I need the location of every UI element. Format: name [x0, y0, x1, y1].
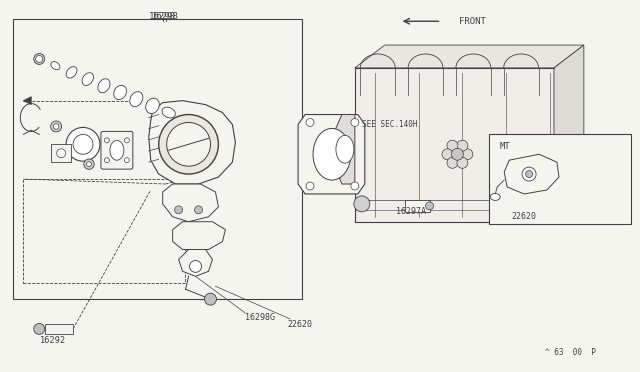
Circle shape — [205, 293, 216, 305]
Ellipse shape — [110, 140, 124, 160]
Circle shape — [104, 138, 109, 143]
Circle shape — [447, 157, 458, 168]
Circle shape — [86, 162, 92, 167]
Text: 16298: 16298 — [152, 12, 179, 21]
Ellipse shape — [66, 67, 77, 78]
Ellipse shape — [82, 73, 93, 86]
Polygon shape — [355, 200, 584, 222]
Circle shape — [351, 119, 359, 126]
Polygon shape — [179, 250, 212, 276]
Polygon shape — [298, 115, 365, 194]
Circle shape — [175, 206, 182, 214]
Circle shape — [457, 140, 468, 151]
Circle shape — [124, 138, 129, 143]
Bar — [45, 324, 73, 334]
Circle shape — [525, 171, 532, 177]
Text: 16297A: 16297A — [396, 207, 426, 216]
Text: 16298G: 16298G — [245, 312, 275, 321]
Polygon shape — [163, 184, 218, 222]
Ellipse shape — [114, 85, 127, 100]
Polygon shape — [355, 68, 554, 222]
Circle shape — [51, 121, 61, 132]
Ellipse shape — [98, 79, 110, 93]
Bar — [51, 144, 71, 162]
Circle shape — [442, 149, 453, 160]
Circle shape — [73, 134, 93, 154]
Text: 16298: 16298 — [149, 12, 176, 21]
Bar — [489, 134, 630, 224]
Circle shape — [462, 149, 473, 160]
Circle shape — [159, 115, 218, 174]
Circle shape — [447, 140, 458, 151]
Circle shape — [354, 196, 370, 212]
Ellipse shape — [130, 92, 143, 107]
Text: MT: MT — [499, 142, 510, 151]
Bar — [13, 19, 302, 299]
Bar — [23, 179, 184, 283]
Circle shape — [426, 202, 433, 210]
Text: 22620: 22620 — [287, 320, 312, 330]
Circle shape — [306, 119, 314, 126]
Circle shape — [36, 55, 43, 62]
Circle shape — [351, 182, 359, 190]
Ellipse shape — [490, 193, 500, 201]
Ellipse shape — [51, 62, 60, 70]
Text: ^ 63  00  P: ^ 63 00 P — [545, 348, 596, 357]
Text: 22620: 22620 — [511, 212, 536, 221]
Circle shape — [34, 54, 45, 64]
Polygon shape — [173, 222, 225, 250]
Circle shape — [34, 324, 45, 334]
Circle shape — [306, 182, 314, 190]
Polygon shape — [504, 154, 559, 194]
Circle shape — [457, 157, 468, 168]
Circle shape — [104, 158, 109, 163]
Text: FRONT: FRONT — [460, 17, 486, 26]
Circle shape — [53, 124, 59, 129]
Polygon shape — [355, 45, 584, 68]
Ellipse shape — [146, 98, 159, 113]
Ellipse shape — [313, 128, 351, 180]
Circle shape — [66, 128, 100, 161]
Text: 16292: 16292 — [40, 336, 67, 345]
Circle shape — [522, 167, 536, 181]
Polygon shape — [23, 97, 31, 105]
Polygon shape — [335, 115, 355, 184]
Polygon shape — [554, 45, 584, 222]
Circle shape — [195, 206, 202, 214]
Bar — [404, 200, 429, 212]
Ellipse shape — [162, 107, 175, 118]
Circle shape — [189, 260, 202, 272]
Circle shape — [166, 122, 211, 166]
Polygon shape — [148, 101, 236, 184]
Circle shape — [84, 159, 94, 169]
Ellipse shape — [336, 135, 354, 163]
FancyBboxPatch shape — [101, 131, 133, 169]
Text: SEE SEC.140H: SEE SEC.140H — [362, 120, 417, 129]
Circle shape — [57, 149, 66, 158]
Circle shape — [451, 148, 463, 160]
Circle shape — [124, 158, 129, 163]
